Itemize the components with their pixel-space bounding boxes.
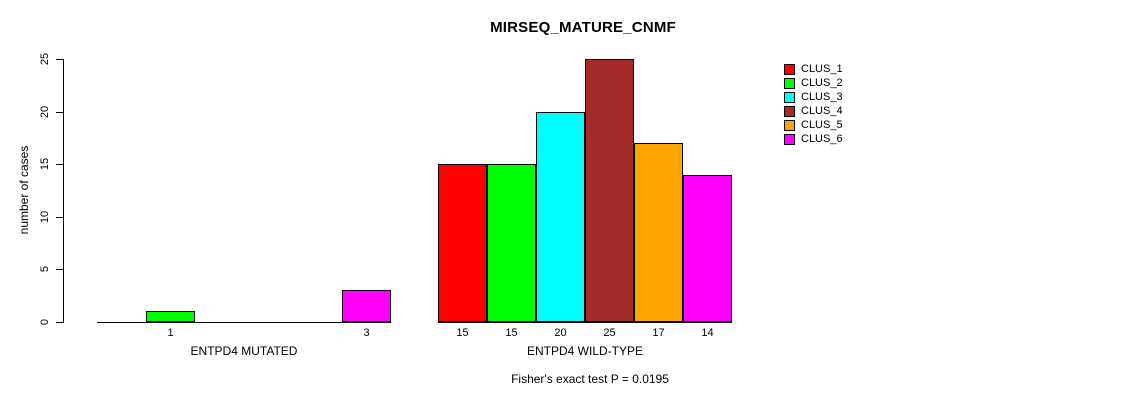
bar-clus_6 [683,175,732,322]
legend-swatch-clus_3 [784,92,795,103]
legend-swatch-clus_5 [784,120,795,131]
bar-clus_2 [487,164,536,322]
group-label: ENTPD4 MUTATED [190,344,298,358]
legend-label: CLUS_1 [801,63,843,75]
bar-clus_5 [634,143,683,322]
bar-clus_6 [342,290,391,322]
bar-value-label: 15 [505,327,518,339]
group-label: ENTPD4 WILD-TYPE [526,344,643,358]
y-tick [56,112,63,113]
bar-value-label: 25 [603,327,616,339]
bar-clus_2 [146,311,195,322]
y-tick [56,322,63,323]
bar-clus_1 [438,164,487,322]
legend-swatch-clus_1 [784,64,795,75]
y-tick [56,269,63,270]
y-tick-label: 5 [39,265,51,273]
bar-value-label: 3 [363,327,370,339]
y-tick [56,217,63,218]
bar-value-label: 15 [456,327,469,339]
legend-label: CLUS_2 [801,77,843,89]
y-tick [56,59,63,60]
y-tick-label: 0 [39,318,51,326]
y-tick-label: 20 [39,105,51,119]
bar-value-label: 17 [652,327,665,339]
bar-clus_3 [536,112,585,322]
chart-title: MIRSEQ_MATURE_CNMF [490,19,676,36]
fisher-test-annotation: Fisher's exact test P = 0.0195 [511,372,669,386]
legend-label: CLUS_6 [801,133,843,145]
legend-swatch-clus_4 [784,106,795,117]
legend-swatch-clus_6 [784,134,795,145]
y-axis-line [63,59,64,323]
y-tick [56,164,63,165]
bar-value-label: 1 [167,327,174,339]
y-tick-label: 15 [39,157,51,171]
legend-label: CLUS_5 [801,119,843,131]
bar-value-label: 20 [554,327,567,339]
bar-clus_4 [585,59,634,322]
legend-label: CLUS_3 [801,91,843,103]
legend-swatch-clus_2 [784,78,795,89]
y-tick-label: 10 [39,210,51,224]
group-baseline [438,322,732,323]
group-baseline [97,322,391,323]
legend-label: CLUS_4 [801,105,843,117]
bar-value-label: 14 [701,327,714,339]
y-tick-label: 25 [39,52,51,66]
